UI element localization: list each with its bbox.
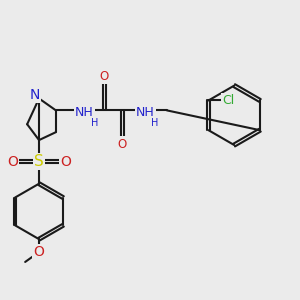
Text: S: S (34, 154, 44, 169)
Text: O: O (118, 138, 127, 151)
Text: O: O (7, 155, 18, 169)
Text: O: O (34, 245, 44, 259)
Text: H: H (151, 118, 159, 128)
Text: NH: NH (136, 106, 154, 119)
Text: H: H (91, 118, 98, 128)
Text: N: N (30, 88, 40, 101)
Text: O: O (100, 70, 109, 83)
Text: O: O (60, 155, 71, 169)
Text: NH: NH (75, 106, 94, 119)
Text: Cl: Cl (222, 94, 234, 107)
